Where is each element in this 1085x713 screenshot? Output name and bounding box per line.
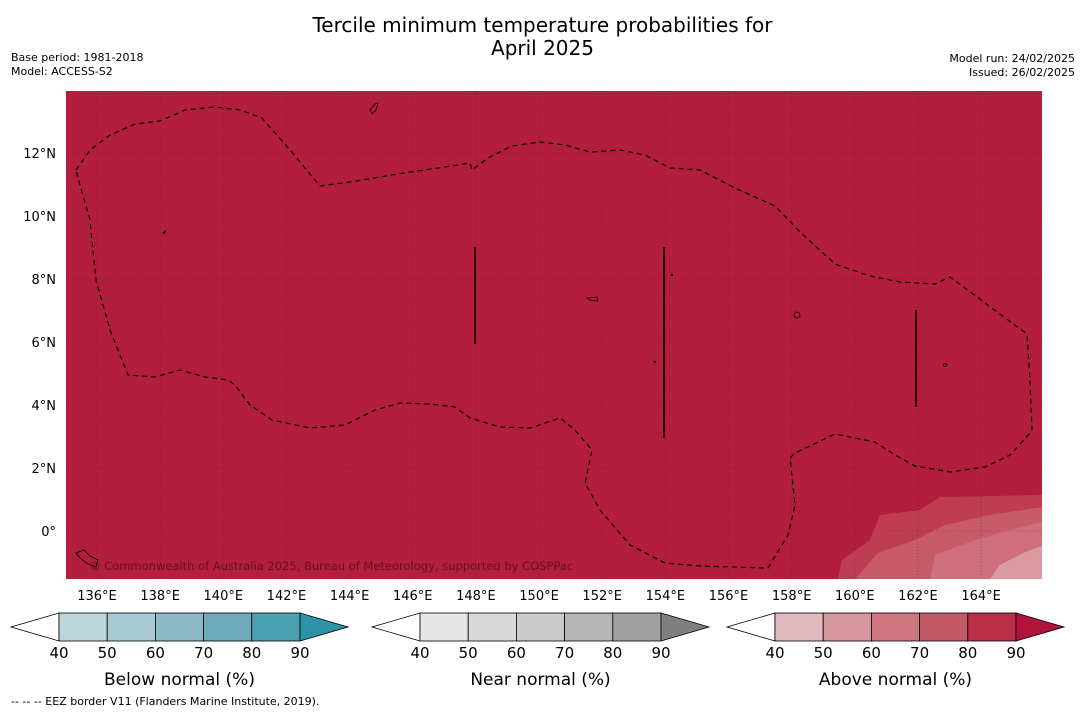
colorbar-tick: 60 (862, 644, 881, 662)
longitude-label: 142°E (267, 589, 307, 604)
colorbar-segment (251, 612, 301, 642)
map-panel: © Commonwealth of Australia 2025, Bureau… (66, 91, 1042, 579)
longitude-label: 150°E (519, 589, 559, 604)
colorbar-segment (919, 612, 969, 642)
title-line-2: April 2025 (491, 36, 594, 60)
colorbar-tick: 80 (242, 644, 261, 662)
colorbar-tick: 60 (146, 644, 165, 662)
colorbar-tick: 40 (410, 644, 429, 662)
model-name: Model: ACCESS-S2 (11, 65, 113, 78)
colorbar-max-extend (299, 612, 350, 642)
colorbar-segment (106, 612, 156, 642)
colorbar-tick: 40 (765, 644, 784, 662)
longitude-label: 162°E (898, 589, 938, 604)
colorbar-segment (822, 612, 872, 642)
colorbar-segment (154, 612, 204, 642)
eez-border (75, 106, 1033, 569)
colorbar-title: Below normal (%) (104, 670, 255, 690)
colorbar-segment (203, 612, 253, 642)
colorbar-tick: 90 (651, 644, 670, 662)
longitude-labels: 136°E 138°E 140°E 142°E 144°E 146°E 148°E 150°E… (77, 589, 1001, 604)
colorbar-max-extend (660, 612, 711, 642)
longitude-label: 140°E (204, 589, 244, 604)
latitude-label: 6°N (32, 336, 57, 351)
longitude-label: 136°E (77, 589, 117, 604)
colorbar-near: 40 50 60 70 80 90 Near normal (%) (370, 612, 711, 690)
colorbar-segment (564, 612, 614, 642)
colorbar-segment (516, 612, 566, 642)
map-graticule (66, 91, 1042, 579)
longitude-label: 146°E (393, 589, 433, 604)
latitude-label: 12°N (23, 147, 56, 162)
latitude-labels: 12°N 10°N 8°N 6°N 4°N 2°N 0° (23, 147, 56, 540)
colorbar-tick: 40 (49, 644, 68, 662)
colorbar-segment (774, 612, 824, 642)
colorbar-min-extend (370, 612, 421, 642)
latitude-label: 10°N (23, 210, 56, 225)
island-north (369, 102, 379, 115)
latitude-label: 8°N (32, 273, 57, 288)
base-period: Base period: 1981-2018 (11, 51, 144, 64)
island-bottom-left (75, 549, 99, 568)
colorbar-segment (612, 612, 662, 642)
copyright-watermark: © Commonwealth of Australia 2025, Bureau… (89, 559, 573, 573)
longitude-label: 160°E (835, 589, 875, 604)
colorbar-tick: 60 (507, 644, 526, 662)
colorbar-max-extend (1015, 612, 1066, 642)
colorbar-title: Near normal (%) (470, 670, 610, 690)
colorbar-tick: 50 (459, 644, 478, 662)
colorbar-tick: 80 (958, 644, 977, 662)
longitude-label: 138°E (140, 589, 180, 604)
latitude-label: 2°N (32, 462, 57, 477)
eez-footnote: -- -- -- EEZ border V11 (Flanders Marine… (11, 695, 320, 708)
latitude-label: 4°N (32, 399, 57, 414)
colorbar-min-extend (725, 612, 776, 642)
island-pohnpei (793, 311, 801, 319)
longitude-label: 148°E (456, 589, 496, 604)
colorbar-min-extend (9, 612, 60, 642)
longitude-label: 158°E (772, 589, 812, 604)
title-line-1: Tercile minimum temperature probabilitie… (312, 13, 773, 37)
colorbar-tick: 70 (194, 644, 213, 662)
island-small-3 (943, 363, 947, 367)
colorbar-tick: 80 (603, 644, 622, 662)
colorbar-segment (58, 612, 108, 642)
colorbar-title: Above normal (%) (819, 670, 972, 690)
map-title: Tercile minimum temperature probabilitie… (0, 14, 1085, 60)
colorbar-segment (967, 612, 1017, 642)
meta-right: Model run: 24/02/2025 Issued: 26/02/2025 (949, 52, 1075, 80)
model-run: Model run: 24/02/2025 (949, 52, 1075, 65)
longitude-label: 152°E (582, 589, 622, 604)
latitude-label: 0° (41, 525, 56, 540)
longitude-label: 164°E (961, 589, 1001, 604)
colorbar-tick: 50 (98, 644, 117, 662)
colorbar-tick: 70 (910, 644, 929, 662)
colorbar-above: 40 50 60 70 80 90 Above normal (%) (725, 612, 1066, 690)
longitude-label: 144°E (330, 589, 370, 604)
island-small-2 (585, 296, 599, 302)
island-small-1 (162, 230, 166, 234)
colorbar-below: 40 50 60 70 80 90 Below normal (%) (9, 612, 350, 690)
colorbar-segment (467, 612, 517, 642)
colorbar-segment (419, 612, 469, 642)
probability-contour-50 (990, 546, 1042, 579)
colorbar-legends: 40 50 60 70 80 90 Below normal (%) 40 50 60 70 80 90… (9, 612, 1066, 690)
meta-left: Base period: 1981-2018 Model: ACCESS-S2 (11, 51, 143, 79)
colorbar-tick: 50 (814, 644, 833, 662)
issued-date: Issued: 26/02/2025 (968, 66, 1075, 79)
map-background (66, 91, 1042, 579)
colorbar-tick: 90 (1006, 644, 1025, 662)
colorbar-segment (871, 612, 921, 642)
longitude-label: 154°E (646, 589, 686, 604)
island-small-4 (670, 273, 674, 277)
island-small-5 (653, 360, 657, 364)
colorbar-tick: 90 (290, 644, 309, 662)
longitude-label: 156°E (709, 589, 749, 604)
colorbar-tick: 70 (555, 644, 574, 662)
